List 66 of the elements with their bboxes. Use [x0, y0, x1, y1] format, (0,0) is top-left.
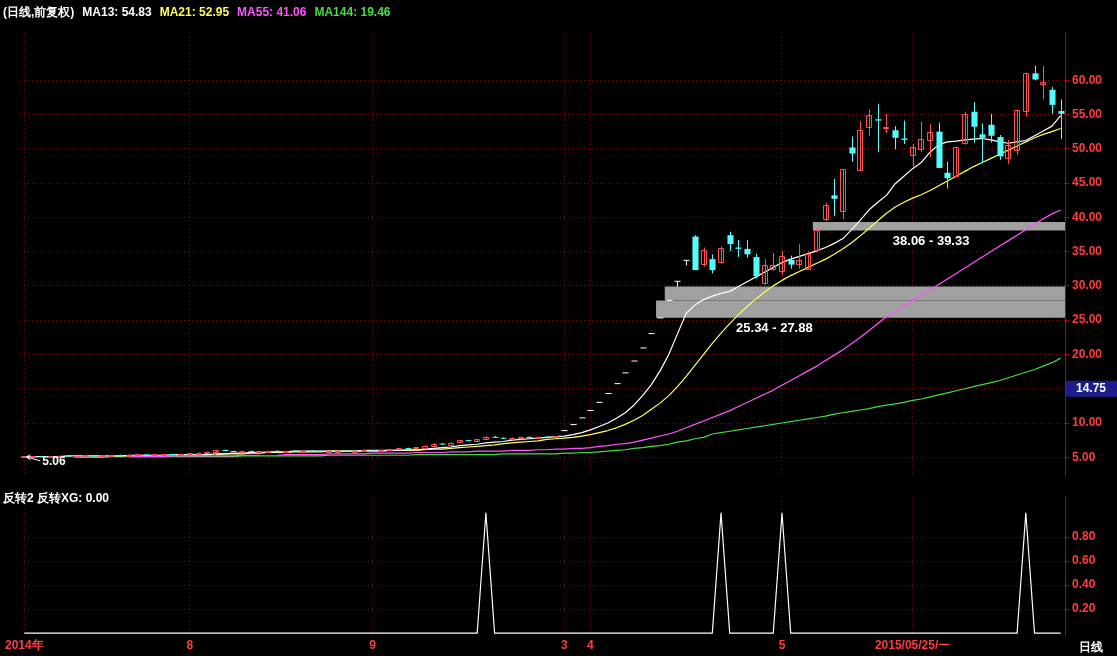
candlestick: [997, 134, 1004, 161]
y-tick-label: 25.00: [1072, 312, 1103, 327]
candlestick: [1049, 86, 1056, 115]
candlestick: [857, 120, 863, 172]
x-tick-label: 9: [369, 638, 377, 653]
y-tick-label: 45.00: [1072, 175, 1103, 190]
candlestick: [1005, 139, 1011, 165]
y-tick-label: 55.00: [1072, 106, 1103, 121]
band-label: 38.06 - 39.33: [892, 232, 970, 248]
candlestick: [910, 143, 916, 169]
y-tick-label: 30.00: [1072, 278, 1103, 293]
band-label: 25.34 - 27.88: [736, 319, 813, 335]
x-tick-label: 4: [587, 638, 595, 653]
candlestick: [866, 109, 872, 137]
x-tick-label: 3: [560, 638, 568, 653]
annotation: 5.06: [42, 454, 67, 469]
candlestick: [1023, 72, 1029, 118]
y-tick-label: 5.00: [1072, 449, 1096, 464]
chart-title: 反转2 反转XG: 0.00: [3, 491, 110, 505]
candlestick: [840, 168, 846, 220]
candlestick: [849, 135, 856, 163]
candlestick: [962, 111, 968, 146]
chart-title: (日线,前复权): [3, 5, 75, 19]
candlestick: [727, 231, 734, 252]
y-tick-label: 0.20: [1072, 601, 1096, 616]
candlestick: [927, 123, 933, 158]
x-tick-label: 2014年: [5, 638, 44, 653]
candlestick: [944, 161, 951, 190]
text: 14.75: [1075, 381, 1107, 396]
candlestick: [709, 253, 716, 275]
candlestick: [753, 253, 760, 279]
text: MA21: 52.95: [159, 5, 230, 19]
candlestick: [701, 246, 707, 268]
candlestick: [883, 113, 889, 134]
x-tick-label: 5: [778, 638, 786, 653]
candlestick: [979, 122, 986, 164]
y-tick-label: 0.60: [1072, 553, 1096, 568]
candlestick: [953, 146, 959, 177]
candlestick: [805, 251, 811, 271]
text: MA55: 41.06: [237, 5, 307, 19]
candlestick: [779, 250, 785, 276]
y-tick-label: 20.00: [1072, 346, 1103, 361]
y-tick-label: 50.00: [1072, 141, 1103, 156]
candlestick: [1014, 109, 1020, 156]
text: MA13: 54.83: [82, 5, 152, 19]
candlestick: [762, 258, 768, 286]
candlestick: [796, 243, 802, 270]
y-tick-label: 0.80: [1072, 529, 1096, 544]
candlestick: [901, 120, 908, 145]
x-tick-label: 8: [186, 638, 194, 653]
candlestick: [918, 120, 924, 153]
y-tick-label: 40.00: [1072, 209, 1103, 224]
y-tick-label: 60.00: [1072, 72, 1103, 87]
y-tick-label: 10.00: [1072, 415, 1103, 430]
y-tick-label: 35.00: [1072, 243, 1103, 258]
text: 日线: [1079, 640, 1103, 655]
candlestick: [988, 113, 995, 144]
candlestick: [814, 227, 820, 253]
candlestick: [831, 178, 838, 217]
x-tick-label: 2015/05/25/一: [874, 638, 951, 653]
candlestick: [875, 103, 882, 153]
candlestick: [971, 101, 978, 144]
candlestick: [1040, 65, 1046, 100]
y-tick-label: 0.40: [1072, 577, 1096, 592]
text: MA144: 19.46: [314, 5, 391, 19]
candlestick: [892, 125, 899, 150]
